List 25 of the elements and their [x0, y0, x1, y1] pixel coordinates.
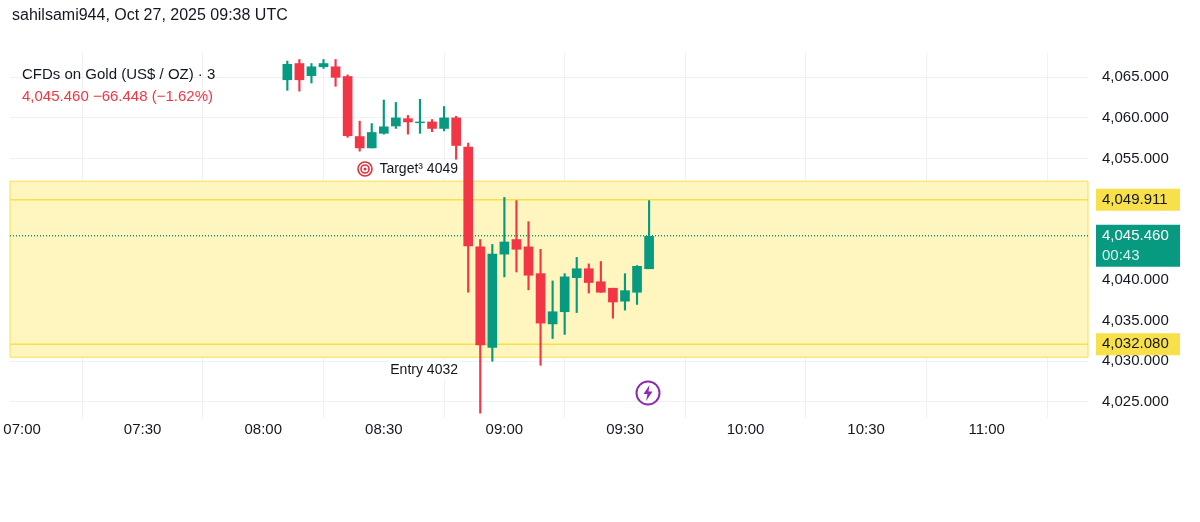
x-tick-label: 08:00	[244, 420, 282, 438]
x-tick-label: 09:00	[485, 420, 524, 438]
y-tick-label: 4,060.000	[1102, 108, 1169, 126]
y-tick-label: 4,035.000	[1102, 310, 1169, 328]
x-tick-label: 10:30	[847, 420, 885, 438]
ref-line-label: 4,032.080	[1102, 334, 1169, 352]
x-tick-label: 11:00	[968, 420, 1005, 438]
y-tick-label: 4,030.000	[1102, 351, 1169, 369]
chart-title: sahilsami944, Oct 27, 2025 09:38 UTC	[11, 5, 289, 25]
annotation: 4,045.460 −66.448 (−1.62%)	[22, 87, 213, 105]
ref-line-label: 4,049.911	[1102, 189, 1168, 207]
annotation: Entry 4032	[390, 361, 459, 378]
annotation: Target³ 4049	[379, 160, 459, 177]
y-tick-label: 4,040.000	[1102, 270, 1169, 288]
x-tick-label: 10:00	[726, 420, 765, 438]
x-tick-label: 07:30	[123, 420, 162, 438]
ref-line-label: 4,045.460 00:43	[1102, 225, 1169, 263]
x-tick-label: 08:30	[365, 420, 403, 438]
y-tick-label: 4,055.000	[1102, 148, 1169, 166]
x-tick-label: 09:30	[606, 420, 644, 438]
text: CFDs on Gold (US$ / OZ) · 3	[22, 65, 216, 83]
candlestick	[511, 200, 522, 273]
y-tick-label: 4,025.000	[1102, 391, 1169, 409]
x-tick-label: 07:00	[3, 420, 41, 438]
y-tick-label: 4,065.000	[1102, 67, 1169, 85]
